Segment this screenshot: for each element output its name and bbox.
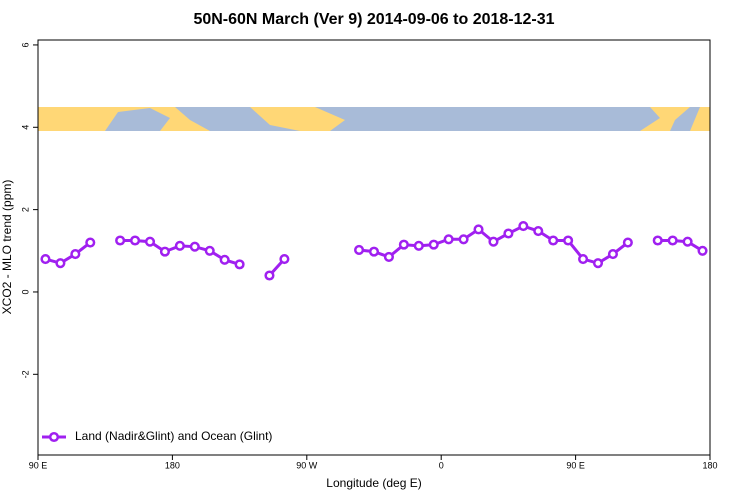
data-point: [473, 224, 484, 235]
y-tick-label: 4: [20, 125, 30, 130]
data-point: [592, 258, 604, 269]
data-point: [189, 241, 200, 252]
data-point: [533, 225, 544, 237]
data-point: [413, 240, 424, 251]
data-point: [697, 245, 708, 256]
y-tick-label: 6: [20, 42, 30, 47]
data-point: [667, 235, 678, 246]
data-point: [219, 254, 230, 265]
data-point: [159, 246, 170, 257]
data-point: [652, 235, 663, 246]
legend-label: Land (Nadir&Glint) and Ocean (Glint): [75, 429, 272, 443]
data-point: [607, 249, 618, 260]
data-point: [578, 253, 589, 265]
data-point: [563, 235, 574, 246]
x-tick-label: 90 E: [566, 460, 585, 470]
data-point: [548, 235, 559, 246]
data-point: [398, 239, 409, 250]
data-point: [115, 235, 126, 246]
data-point: [264, 270, 275, 281]
data-point: [622, 237, 633, 248]
x-tick-label: 180: [165, 460, 180, 470]
y-axis-label: XCO2 - MLO trend (ppm): [0, 180, 14, 315]
data-point: [458, 234, 469, 245]
data-point: [279, 253, 290, 265]
data-point: [204, 245, 215, 256]
x-tick-label: 90 E: [29, 460, 48, 470]
x-axis-label: Longitude (deg E): [326, 476, 421, 490]
data-point: [428, 239, 439, 250]
map-strip: [38, 107, 710, 131]
x-tick-label: 90 W: [296, 460, 318, 470]
chart-title: 50N-60N March (Ver 9) 2014-09-06 to 2018…: [193, 11, 554, 28]
data-point: [518, 221, 529, 232]
plot-frame: [37, 39, 711, 456]
data-point: [144, 236, 156, 247]
data-point: [383, 251, 394, 263]
y-tick-label: 0: [20, 289, 30, 294]
data-point: [443, 234, 454, 245]
x-tick-label: 180: [702, 460, 717, 470]
data-point: [55, 258, 66, 269]
data-point: [234, 259, 245, 270]
series-line: [45, 241, 92, 265]
data-point: [40, 253, 51, 265]
legend-marker: [48, 431, 60, 443]
data-point: [368, 246, 380, 257]
data-point: [488, 236, 499, 247]
x-tick-label: 0: [439, 460, 444, 470]
y-tick-label: -2: [20, 370, 30, 378]
data-point: [85, 237, 96, 248]
y-tick-label: 2: [20, 207, 30, 212]
data-point: [130, 235, 141, 246]
data-point: [682, 236, 693, 247]
data-point: [354, 244, 365, 256]
series-line: [657, 239, 704, 253]
data-point: [70, 249, 81, 260]
data-point: [503, 228, 514, 239]
data-point: [174, 240, 185, 251]
